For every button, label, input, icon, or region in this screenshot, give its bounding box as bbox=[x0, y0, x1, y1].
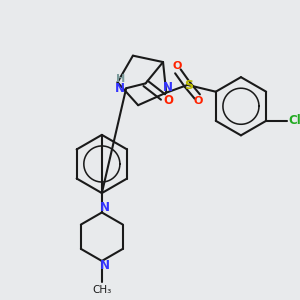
Text: N: N bbox=[100, 259, 110, 272]
Text: S: S bbox=[184, 80, 193, 92]
Text: N: N bbox=[100, 201, 110, 214]
Text: N: N bbox=[115, 82, 125, 95]
Text: H: H bbox=[116, 74, 125, 83]
Text: O: O bbox=[163, 94, 173, 107]
Text: N: N bbox=[163, 81, 173, 94]
Text: Cl: Cl bbox=[289, 114, 300, 127]
Text: O: O bbox=[172, 61, 182, 71]
Text: CH₃: CH₃ bbox=[92, 285, 112, 295]
Text: O: O bbox=[194, 96, 203, 106]
